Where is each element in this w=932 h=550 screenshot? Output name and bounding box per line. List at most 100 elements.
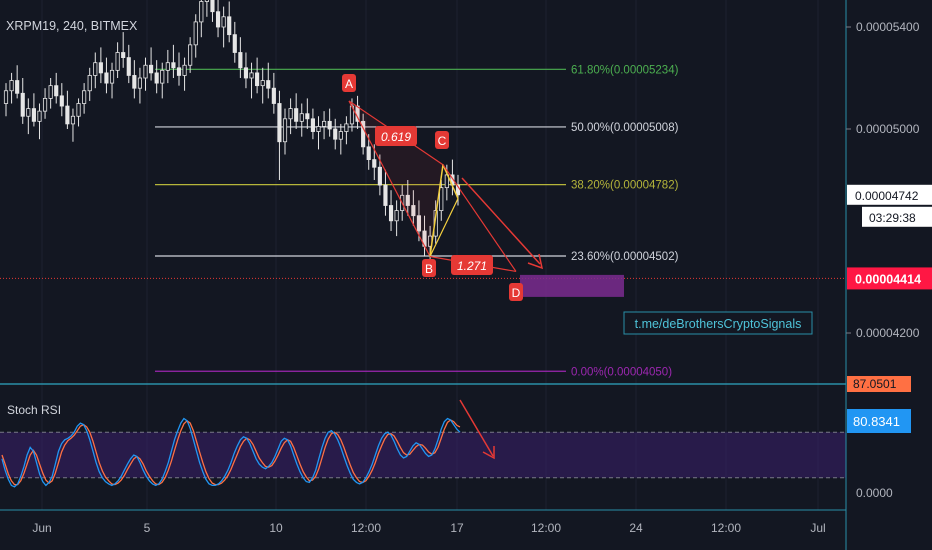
- time-tick-label: 12:00: [351, 521, 381, 535]
- pattern-point-badge: [422, 259, 436, 277]
- candle-body: [411, 205, 416, 217]
- pattern-line-bx: [429, 198, 459, 257]
- fib-level-label: 61.80%(0.00005234): [571, 64, 679, 76]
- price-axis[interactable]: 0.00005400 0.00005000 0.00004200 0.00004742…: [846, 0, 932, 510]
- candle-body: [299, 113, 304, 122]
- stoch-d-line: [1, 419, 461, 486]
- candle-body: [321, 120, 327, 127]
- stoch-k-badge: [847, 409, 911, 433]
- candle-body: [333, 128, 338, 140]
- pattern-point-badge: [509, 283, 523, 301]
- pattern-point-badge: [435, 131, 449, 149]
- candle-body: [154, 72, 159, 84]
- candle-body: [221, 16, 226, 28]
- candle-body: [277, 103, 282, 143]
- candle-body: [59, 95, 64, 107]
- candle-body: [204, 0, 209, 2]
- fib-level-label: 0.00%(0.00004050): [571, 366, 672, 378]
- last-price-badge: [847, 184, 932, 205]
- time-tick-label: Jun: [32, 521, 51, 535]
- candle-body: [70, 115, 76, 125]
- vertical-grid: [41, 0, 819, 510]
- time-tick-label: 12:00: [531, 521, 561, 535]
- candle-body: [193, 21, 198, 46]
- candle-body: [182, 64, 187, 76]
- candle-body: [388, 205, 394, 222]
- pattern-triangle-abc: [349, 100, 443, 257]
- candle-body: [98, 62, 103, 74]
- last-price-label: 0.00004742: [855, 189, 919, 203]
- candle-body: [15, 80, 20, 94]
- candle-body: [171, 62, 176, 69]
- symbol-label: XRPM19, 240, BITMEX: [6, 19, 138, 33]
- candle-body: [383, 184, 388, 206]
- hline-price-badge: [847, 267, 932, 290]
- harmonic-pattern: A B C D 0.619 1.271: [342, 74, 544, 301]
- candle-body: [282, 118, 288, 143]
- candle-body: [316, 126, 321, 132]
- candle-body: [176, 67, 182, 76]
- time-tick-label: 24: [629, 521, 643, 535]
- candle-body: [93, 62, 98, 76]
- candle-body: [126, 57, 131, 76]
- candle-body: [344, 123, 349, 132]
- pattern-ratio-badge: [451, 255, 493, 275]
- candle-body: [165, 62, 170, 71]
- pattern-point-label: D: [512, 286, 521, 300]
- candle-body: [3, 90, 9, 104]
- price-axis-background: [847, 0, 932, 510]
- stoch-k-value: 80.8341: [853, 414, 900, 429]
- candle-body: [149, 64, 154, 74]
- candle-body: [439, 187, 444, 211]
- candle-body: [199, 1, 204, 23]
- time-axis[interactable]: Jun 5 10 12:00 17 12:00 24 12:00 Jul: [32, 521, 825, 535]
- countdown-label: 03:29:38: [869, 211, 916, 225]
- candle-body: [132, 75, 137, 89]
- candle-body: [405, 194, 410, 206]
- candle-body: [361, 120, 366, 148]
- candle-body: [271, 87, 276, 104]
- stoch-tick-label: 0.0000: [856, 486, 893, 500]
- countdown-badge: [862, 206, 932, 227]
- candle-body: [160, 69, 165, 84]
- candle-body: [137, 77, 142, 89]
- candle-body: [37, 110, 42, 122]
- time-tick-label: 10: [269, 521, 283, 535]
- pattern-line-cd: [442, 164, 517, 272]
- candle-body: [109, 69, 115, 84]
- candle-body: [416, 215, 422, 232]
- candle-body: [104, 72, 109, 84]
- candle-body: [215, 11, 221, 28]
- candle-body: [26, 108, 31, 117]
- time-tick-label: 17: [450, 521, 464, 535]
- candle-body: [327, 120, 332, 130]
- candle-body: [249, 72, 254, 79]
- price-tick-label: 0.00005000: [856, 122, 920, 136]
- candle-body: [310, 118, 315, 132]
- pattern-point-label: C: [438, 134, 447, 148]
- candle-body: [115, 52, 120, 71]
- stoch-arrow: [459, 399, 494, 457]
- stoch-d-badge: [847, 376, 911, 392]
- candle-body: [121, 52, 126, 58]
- candle-body: [260, 80, 265, 87]
- price-tick-label: 0.00004200: [856, 326, 920, 340]
- projection-arrowhead: [527, 253, 544, 270]
- candle-body: [338, 131, 343, 140]
- fibonacci-retracement: 61.80%(0.00005234) 50.00%(0.00005008) 38.2…: [155, 64, 679, 378]
- pattern-point-label: B: [425, 262, 433, 276]
- candle-body: [42, 98, 48, 112]
- stoch-d-value: 87.0501: [853, 377, 897, 391]
- candle-body: [266, 80, 271, 89]
- projection-arrow: [461, 177, 541, 265]
- pattern-ratio-label: 1.271: [457, 259, 487, 273]
- candle-body: [294, 108, 299, 122]
- candle-body: [188, 44, 193, 66]
- candle-body: [243, 67, 249, 79]
- stoch-arrowhead: [482, 446, 495, 460]
- candle-body: [76, 103, 81, 117]
- candle-body: [238, 52, 243, 69]
- target-zone-box: [520, 274, 624, 297]
- stoch-title: Stoch RSI: [7, 403, 61, 417]
